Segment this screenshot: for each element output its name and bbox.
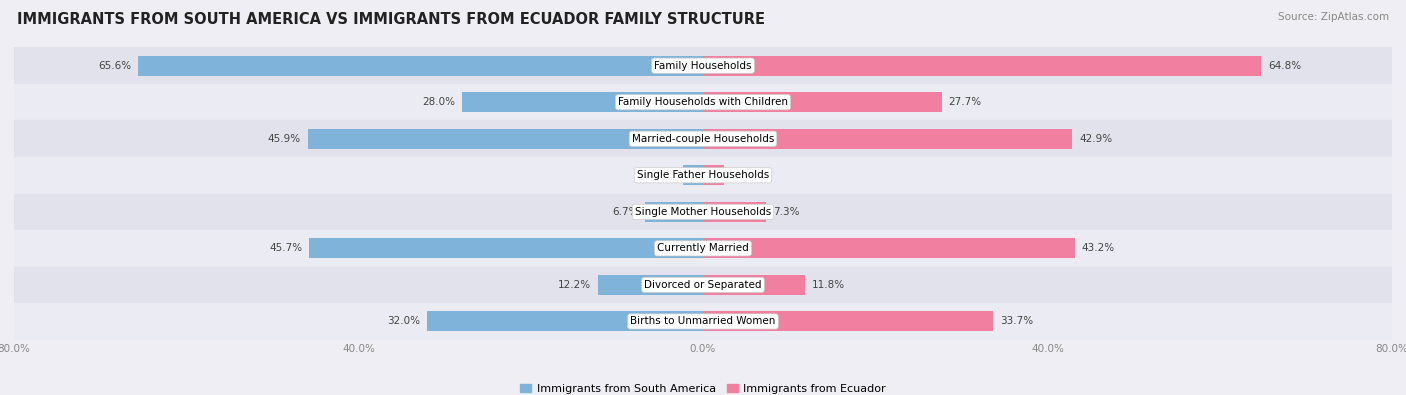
Bar <box>427 311 703 331</box>
Bar <box>703 311 993 331</box>
Bar <box>703 275 804 295</box>
Text: 45.9%: 45.9% <box>267 134 301 144</box>
Bar <box>14 47 1392 84</box>
Bar <box>308 129 703 149</box>
Bar <box>14 157 1392 194</box>
Bar <box>461 92 703 112</box>
Bar <box>703 202 766 222</box>
Bar <box>703 129 1073 149</box>
Text: 2.4%: 2.4% <box>731 170 756 180</box>
Bar <box>14 267 1392 303</box>
Bar <box>14 84 1392 120</box>
Text: 11.8%: 11.8% <box>811 280 845 290</box>
Text: Source: ZipAtlas.com: Source: ZipAtlas.com <box>1278 12 1389 22</box>
Bar <box>703 92 942 112</box>
Text: Single Father Households: Single Father Households <box>637 170 769 180</box>
Bar <box>309 238 703 258</box>
Text: 32.0%: 32.0% <box>388 316 420 326</box>
Text: 12.2%: 12.2% <box>558 280 591 290</box>
Bar <box>645 202 703 222</box>
Legend: Immigrants from South America, Immigrants from Ecuador: Immigrants from South America, Immigrant… <box>516 380 890 395</box>
Text: 27.7%: 27.7% <box>949 97 981 107</box>
Text: Births to Unmarried Women: Births to Unmarried Women <box>630 316 776 326</box>
Text: 45.7%: 45.7% <box>270 243 302 253</box>
Bar <box>14 303 1392 340</box>
Text: 43.2%: 43.2% <box>1083 243 1115 253</box>
Text: IMMIGRANTS FROM SOUTH AMERICA VS IMMIGRANTS FROM ECUADOR FAMILY STRUCTURE: IMMIGRANTS FROM SOUTH AMERICA VS IMMIGRA… <box>17 12 765 27</box>
Bar <box>14 194 1392 230</box>
Text: Family Households with Children: Family Households with Children <box>619 97 787 107</box>
Bar <box>14 230 1392 267</box>
Bar <box>683 165 703 185</box>
Bar <box>703 56 1261 76</box>
Text: 65.6%: 65.6% <box>98 61 131 71</box>
Text: 2.3%: 2.3% <box>650 170 676 180</box>
Text: Family Households: Family Households <box>654 61 752 71</box>
Text: Married-couple Households: Married-couple Households <box>631 134 775 144</box>
Bar <box>138 56 703 76</box>
Text: 33.7%: 33.7% <box>1000 316 1033 326</box>
Text: Currently Married: Currently Married <box>657 243 749 253</box>
Bar <box>703 238 1076 258</box>
Bar <box>703 165 724 185</box>
Bar <box>598 275 703 295</box>
Bar <box>14 120 1392 157</box>
Text: Single Mother Households: Single Mother Households <box>636 207 770 217</box>
Text: Divorced or Separated: Divorced or Separated <box>644 280 762 290</box>
Text: 28.0%: 28.0% <box>422 97 456 107</box>
Text: 6.7%: 6.7% <box>612 207 638 217</box>
Text: 7.3%: 7.3% <box>773 207 799 217</box>
Text: 42.9%: 42.9% <box>1080 134 1112 144</box>
Text: 64.8%: 64.8% <box>1268 61 1301 71</box>
